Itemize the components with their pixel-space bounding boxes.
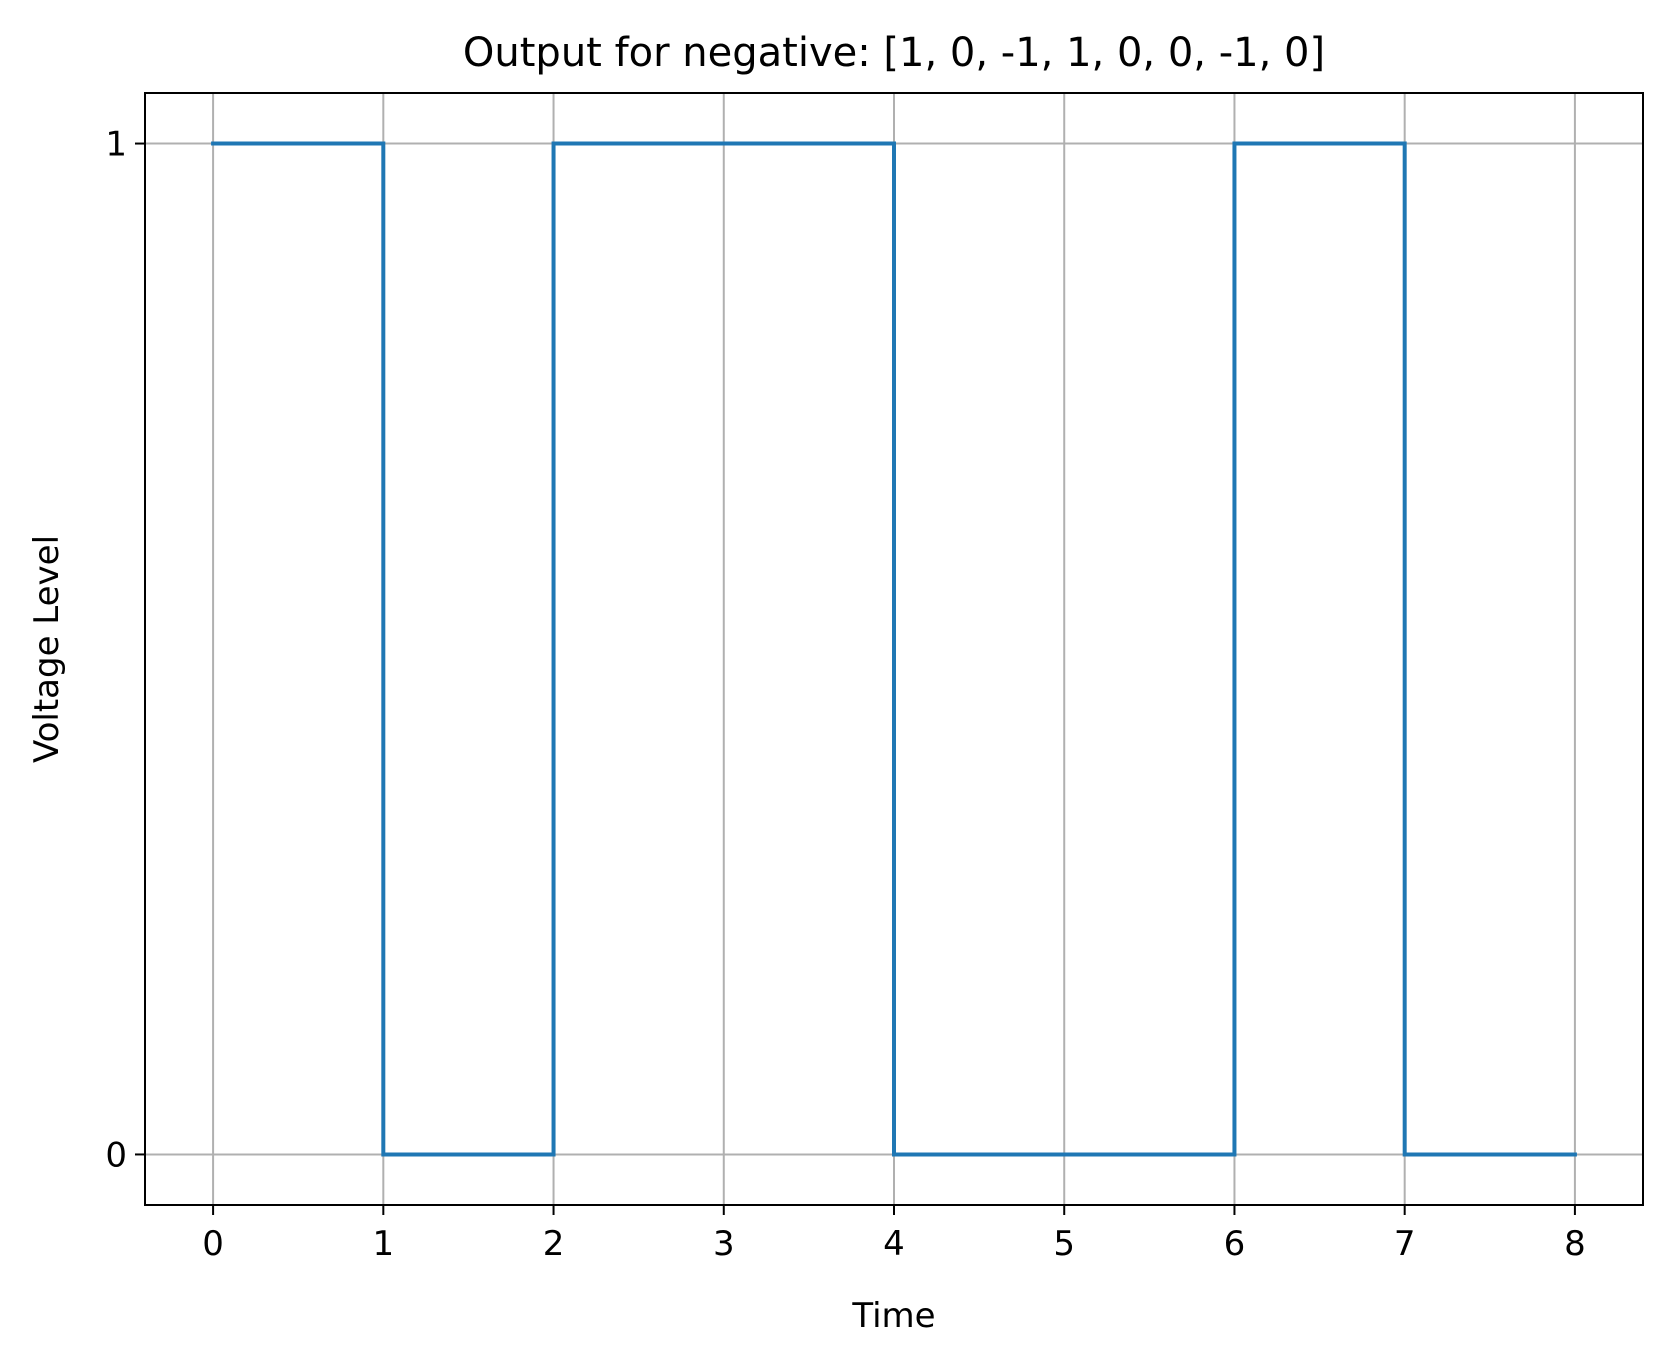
x-tick-label: 1 <box>372 1224 394 1264</box>
x-tick-label: 5 <box>1053 1224 1075 1264</box>
x-tick-label: 3 <box>713 1224 735 1264</box>
y-tick-label: 0 <box>105 1135 127 1175</box>
x-tick-label: 6 <box>1224 1224 1246 1264</box>
x-tick-label: 2 <box>543 1224 565 1264</box>
series-line <box>211 141 1577 1157</box>
x-tick-label: 0 <box>202 1224 224 1264</box>
x-tick-label: 8 <box>1564 1224 1586 1264</box>
x-axis-label: Time <box>851 1296 935 1336</box>
plot-frame <box>144 92 1644 1206</box>
chart-title: Output for negative: [1, 0, -1, 1, 0, 0,… <box>463 30 1325 76</box>
x-tick-label: 7 <box>1394 1224 1416 1264</box>
y-axis-label: Voltage Level <box>27 535 67 763</box>
series-layer <box>211 141 1577 1157</box>
ticks-layer: 0 1 2 3 4 5 6 7 8 0 1 <box>105 125 1585 1264</box>
x-tick-label: 4 <box>883 1224 905 1264</box>
y-tick-label: 1 <box>105 125 127 165</box>
